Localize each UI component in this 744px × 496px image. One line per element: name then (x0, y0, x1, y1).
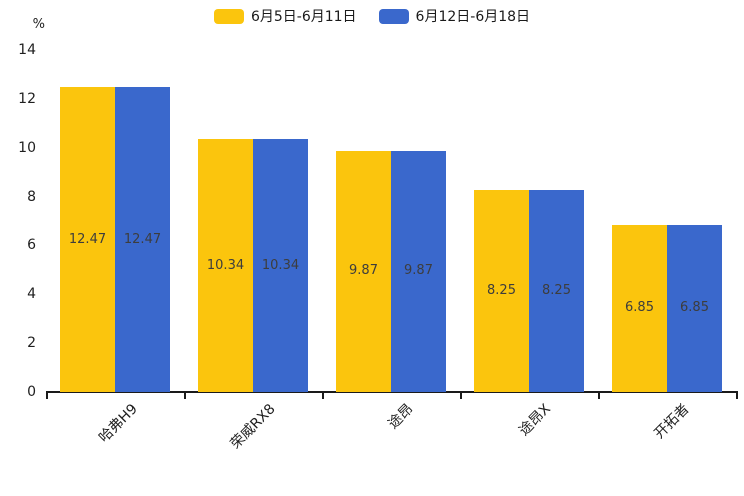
y-tick-label: 10 (18, 139, 36, 156)
x-axis-tick (460, 393, 462, 399)
legend-swatch (213, 8, 244, 24)
bar-6月5日-6月11日-哈弗H9 (60, 87, 115, 392)
bar-value-label: 8.25 (542, 283, 571, 299)
y-tick-label: 12 (18, 90, 36, 107)
category-label: 途昂X (516, 401, 555, 440)
y-tick-label: 4 (27, 286, 36, 303)
y-tick-label: 6 (27, 237, 36, 254)
bar-6月12日-6月18日-途昂 (391, 150, 446, 392)
legend-item[interactable]: 6月12日-6月18日 (378, 6, 531, 26)
y-tick-label: 0 (27, 384, 36, 400)
x-axis-tick (598, 393, 600, 399)
y-tick-label: 2 (27, 335, 36, 352)
bar-value-label: 12.47 (123, 231, 162, 247)
category-label: 哈弗H9 (95, 401, 141, 446)
bar-value-label: 6.85 (625, 300, 654, 316)
bar-6月5日-6月11日-荣威RX8 (198, 139, 253, 392)
category-label: 开拓者 (651, 401, 693, 443)
x-axis-line (46, 391, 738, 393)
bar-value-label: 6.85 (680, 300, 709, 316)
bar-6月12日-6月18日-荣威RX8 (253, 139, 308, 392)
category-label: 荣威RX8 (227, 401, 279, 453)
bar-value-label: 8.25 (487, 283, 516, 299)
legend-label: 6月12日-6月18日 (415, 9, 531, 25)
chart-legend: 6月5日-6月11日 6月12日-6月18日 (0, 6, 744, 26)
bar-value-label: 9.87 (404, 263, 433, 279)
y-tick-label: 8 (27, 188, 36, 205)
bar-6月5日-6月11日-开拓者 (612, 224, 667, 392)
category-label: 途昂 (385, 401, 417, 433)
x-axis-tick (736, 393, 738, 399)
legend-item[interactable]: 6月5日-6月11日 (213, 6, 357, 26)
x-axis-tick (46, 393, 48, 399)
bar-6月12日-6月18日-途昂X (529, 190, 584, 392)
y-tick-label: 14 (18, 42, 36, 58)
bar-6月5日-6月11日-途昂X (474, 190, 529, 392)
x-axis-tick (184, 393, 186, 399)
bar-value-label: 10.34 (261, 257, 300, 273)
bar-6月5日-6月11日-途昂 (336, 150, 391, 392)
legend-swatch (378, 8, 409, 24)
y-axis-unit-label: % (32, 17, 45, 32)
bar-value-label: 9.87 (349, 263, 378, 279)
bar-value-label: 12.47 (68, 231, 107, 247)
bar-value-label: 10.34 (206, 257, 245, 273)
bar-6月12日-6月18日-开拓者 (667, 224, 722, 392)
legend-label: 6月5日-6月11日 (250, 9, 357, 25)
x-axis-tick (322, 393, 324, 399)
bar-6月12日-6月18日-哈弗H9 (115, 87, 170, 392)
